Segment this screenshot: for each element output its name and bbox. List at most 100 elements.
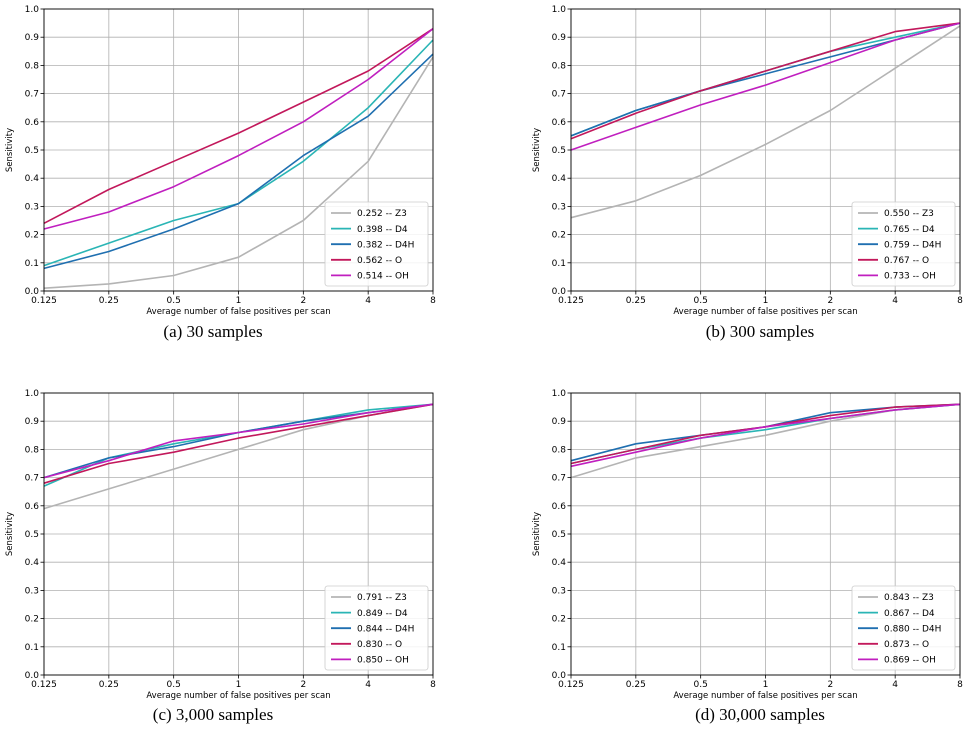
x-tick-label: 8 (430, 680, 436, 690)
y-tick-label: 1.0 (25, 5, 40, 15)
y-tick-label: 0.8 (25, 445, 40, 455)
x-tick-label: 0.125 (31, 680, 57, 690)
y-tick-label: 0.6 (552, 502, 567, 512)
legend-label: 0.767 -- O (884, 256, 929, 266)
y-tick-label: 0.0 (552, 287, 567, 297)
y-axis-label: Sensitivity (532, 512, 542, 556)
y-tick-label: 0.4 (552, 174, 567, 184)
y-axis-label: Sensitivity (5, 128, 15, 172)
x-axis-label: Average number of false positives per sc… (146, 691, 330, 701)
panel-caption: (c) 3,000 samples (153, 705, 273, 724)
x-tick-label: 0.5 (694, 296, 708, 306)
legend-label: 0.873 -- O (884, 640, 929, 650)
y-tick-label: 0.7 (25, 474, 39, 484)
y-tick-label: 0.5 (552, 146, 566, 156)
x-tick-label: 0.5 (167, 680, 181, 690)
x-tick-label: 0.125 (558, 296, 584, 306)
y-tick-label: 0.6 (25, 502, 40, 512)
x-tick-label: 1 (236, 296, 242, 306)
x-axis-label: Average number of false positives per sc… (673, 691, 857, 701)
panel-caption: (b) 300 samples (706, 322, 815, 341)
x-tick-label: 4 (892, 296, 898, 306)
x-tick-label: 0.25 (626, 680, 646, 690)
y-tick-label: 0.0 (552, 671, 567, 681)
y-tick-label: 0.5 (25, 146, 39, 156)
legend-box (324, 585, 429, 671)
y-tick-label: 0.9 (552, 33, 567, 43)
series-line-oh (43, 403, 434, 479)
legend-label: 0.252 -- Z3 (357, 209, 407, 219)
x-tick-label: 0.125 (558, 680, 584, 690)
x-tick-label: 1 (763, 296, 769, 306)
x-tick-label: 8 (957, 680, 963, 690)
x-tick-label: 0.5 (167, 296, 181, 306)
panel-caption: (d) 30,000 samples (695, 705, 825, 724)
legend-label: 0.867 -- D4 (884, 609, 935, 619)
y-tick-label: 0.4 (25, 558, 40, 568)
legend-box (324, 201, 429, 287)
y-tick-label: 0.5 (25, 530, 39, 540)
legend-label: 0.844 -- D4H (357, 624, 414, 634)
y-tick-label: 0.5 (552, 530, 566, 540)
y-tick-label: 0.0 (25, 287, 40, 297)
y-tick-label: 0.1 (25, 259, 39, 269)
x-tick-label: 0.5 (694, 680, 708, 690)
x-tick-label: 4 (365, 680, 371, 690)
y-tick-label: 0.1 (552, 259, 566, 269)
y-tick-label: 0.9 (552, 417, 567, 427)
y-tick-label: 0.9 (25, 417, 40, 427)
legend: 0.252 -- Z3 0.398 -- D4 0.382 -- D4H 0.562 … (324, 201, 429, 287)
y-tick-label: 0.6 (25, 118, 40, 128)
x-tick-label: 2 (827, 296, 833, 306)
y-tick-label: 0.3 (552, 586, 566, 596)
y-tick-label: 0.4 (25, 174, 40, 184)
y-tick-label: 0.2 (552, 615, 566, 625)
y-tick-label: 0.4 (552, 558, 567, 568)
series-line-oh (43, 28, 434, 230)
legend-label: 0.550 -- Z3 (884, 209, 934, 219)
y-tick-label: 0.7 (25, 90, 39, 100)
legend-label: 0.880 -- D4H (884, 624, 941, 634)
chart-panel-2: 0.125 0.25 0.5 1 2 4 8 0.0 0.1 0.2 0.3 0.4 0.5 0.6 0.7… (532, 5, 963, 341)
x-tick-label: 0.25 (99, 296, 119, 306)
legend-label: 0.382 -- D4H (357, 240, 414, 250)
legend-label: 0.765 -- D4 (884, 225, 935, 235)
legend-label: 0.850 -- OH (357, 656, 409, 666)
y-tick-label: 1.0 (25, 389, 40, 399)
y-tick-label: 0.1 (552, 643, 566, 653)
legend-label: 0.830 -- O (357, 640, 402, 650)
legend-label: 0.398 -- D4 (357, 225, 408, 235)
series-line-z3 (43, 56, 434, 289)
x-tick-label: 0.125 (31, 296, 57, 306)
y-tick-label: 0.8 (25, 61, 40, 71)
legend: 0.843 -- Z3 0.867 -- D4 0.880 -- D4H 0.873 … (851, 585, 956, 671)
series-line-o (43, 28, 434, 225)
y-tick-label: 0.0 (25, 671, 40, 681)
legend: 0.550 -- Z3 0.765 -- D4 0.759 -- D4H 0.767 … (851, 201, 956, 287)
y-tick-label: 1.0 (552, 389, 567, 399)
x-tick-label: 1 (236, 680, 242, 690)
legend-box (851, 585, 956, 671)
y-tick-label: 0.7 (552, 474, 566, 484)
y-tick-label: 1.0 (552, 5, 567, 15)
series-line-o (43, 403, 434, 484)
legend-label: 0.791 -- Z3 (357, 593, 407, 603)
legend-label: 0.869 -- OH (884, 656, 936, 666)
y-tick-label: 0.7 (552, 90, 566, 100)
legend: 0.791 -- Z3 0.849 -- D4 0.844 -- D4H 0.830 … (324, 585, 429, 671)
x-tick-label: 8 (430, 296, 436, 306)
y-tick-label: 0.8 (552, 61, 567, 71)
legend-label: 0.514 -- OH (357, 272, 409, 282)
x-tick-label: 4 (892, 680, 898, 690)
legend-label: 0.849 -- D4 (357, 609, 408, 619)
x-tick-label: 2 (300, 296, 306, 306)
x-tick-label: 1 (763, 680, 769, 690)
chart-panel-1: 0.125 0.25 0.5 1 2 4 8 0.0 0.1 0.2 0.3 0.4 0.5 0.6 0.7… (5, 5, 436, 341)
y-tick-label: 0.2 (552, 231, 566, 241)
legend-label: 0.733 -- OH (884, 272, 936, 282)
x-tick-label: 0.25 (626, 296, 646, 306)
x-tick-label: 4 (365, 296, 371, 306)
panel-caption: (a) 30 samples (163, 322, 262, 341)
x-tick-label: 8 (957, 296, 963, 306)
